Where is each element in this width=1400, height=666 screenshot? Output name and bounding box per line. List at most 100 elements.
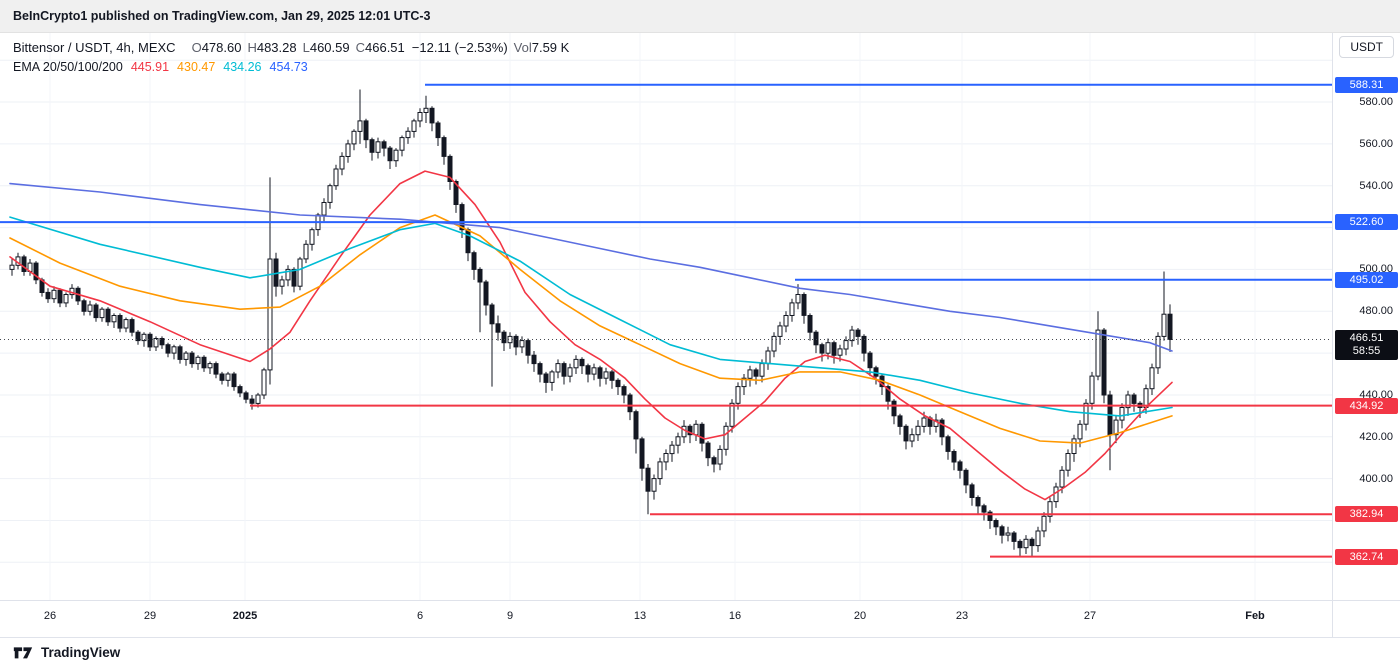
chart-legend: Bittensor / USDT, 4h, MEXC O478.60 H483.28… bbox=[13, 39, 569, 76]
candle-down bbox=[129, 319, 135, 333]
current-price-value: 466.51 bbox=[1349, 332, 1384, 345]
ema200-value: 454.73 bbox=[269, 60, 308, 74]
candle-up bbox=[795, 294, 801, 304]
price-axis-label: 420.00 bbox=[1359, 430, 1393, 443]
candle-up bbox=[285, 268, 291, 281]
candle-up bbox=[771, 335, 777, 352]
candle-down bbox=[585, 365, 591, 375]
candle-up bbox=[111, 315, 117, 323]
candle-up bbox=[909, 434, 915, 442]
candle-down bbox=[753, 369, 759, 377]
candle-down bbox=[807, 315, 813, 333]
candle-up bbox=[1113, 419, 1119, 436]
candle-up bbox=[783, 315, 789, 327]
candle-up bbox=[87, 304, 93, 312]
candle-up bbox=[393, 149, 399, 162]
candle-up bbox=[747, 369, 753, 379]
ema-50-line bbox=[9, 214, 1173, 444]
open-value: 478.60 bbox=[201, 40, 242, 55]
candle-up bbox=[729, 402, 735, 427]
candle-down bbox=[633, 411, 639, 440]
candle-up bbox=[519, 340, 525, 348]
candle-down bbox=[897, 415, 903, 427]
candle-up bbox=[765, 350, 771, 365]
time-axis-label: 29 bbox=[143, 610, 157, 622]
candle-down bbox=[105, 308, 111, 323]
candle-down bbox=[903, 425, 909, 442]
axis-corner bbox=[1332, 600, 1400, 637]
attribution-text: BeInCrypto1 published on TradingView.com… bbox=[13, 9, 431, 23]
candle-down bbox=[621, 386, 627, 396]
candle-down bbox=[525, 340, 531, 356]
price-axis-label: 480.00 bbox=[1359, 305, 1393, 318]
candle-down bbox=[1011, 532, 1017, 542]
close-value: 466.51 bbox=[365, 40, 405, 55]
time-axis-label: 26 bbox=[43, 610, 57, 622]
candle-down bbox=[861, 335, 867, 354]
currency-toggle-button[interactable]: USDT bbox=[1339, 36, 1394, 58]
high-value: 483.28 bbox=[256, 40, 297, 55]
candle-up bbox=[1065, 453, 1071, 471]
ema-indicator-label[interactable]: EMA 20/50/100/200 bbox=[13, 60, 123, 74]
candle-up bbox=[717, 448, 723, 465]
candle-down bbox=[81, 300, 87, 312]
time-axis-label: 13 bbox=[633, 610, 647, 622]
candle-up bbox=[423, 107, 429, 114]
candle-up bbox=[411, 120, 417, 132]
tradingview-logo-icon[interactable] bbox=[12, 641, 34, 663]
candle-up bbox=[567, 367, 573, 377]
candle-up bbox=[603, 371, 609, 379]
candle-down bbox=[471, 252, 477, 270]
candle-down bbox=[531, 354, 537, 365]
candle-down bbox=[537, 363, 543, 375]
candle-up bbox=[1077, 423, 1083, 440]
candle-up bbox=[261, 369, 267, 396]
candle-down bbox=[513, 335, 519, 348]
time-axis-label: 20 bbox=[853, 610, 867, 622]
candle-down bbox=[639, 438, 645, 469]
candle-down bbox=[597, 367, 603, 379]
candle-down bbox=[1167, 313, 1173, 341]
price-level-badge: 382.94 bbox=[1335, 506, 1398, 523]
candle-up bbox=[1161, 313, 1167, 337]
candle-down bbox=[117, 315, 123, 329]
time-axis-label: 2025 bbox=[232, 610, 258, 622]
candle-up bbox=[777, 325, 783, 337]
time-axis-label: Feb bbox=[1245, 610, 1265, 622]
candle-down bbox=[441, 137, 447, 157]
time-axis-label: 16 bbox=[728, 610, 742, 622]
candle-down bbox=[627, 394, 633, 413]
chart-window: Bittensor / USDT, 4h, MEXC O478.60 H483.28… bbox=[0, 33, 1400, 637]
current-price-badge: 466.51 58:55 bbox=[1335, 330, 1398, 361]
candle-down bbox=[489, 304, 495, 325]
candle-down bbox=[819, 344, 825, 354]
candle-down bbox=[291, 268, 297, 287]
symbol-title[interactable]: Bittensor / USDT, 4h, MEXC bbox=[13, 40, 176, 55]
candle-down bbox=[579, 358, 585, 367]
price-axis[interactable]: USDT 580.00 560.00 540.00 500.00 480.00 440.0… bbox=[1332, 33, 1400, 600]
candle-up bbox=[1119, 407, 1125, 421]
ema-100-line bbox=[9, 216, 1173, 417]
candle-up bbox=[837, 348, 843, 356]
candle-down bbox=[369, 139, 375, 153]
candle-up bbox=[675, 436, 681, 446]
candle-up bbox=[1041, 515, 1047, 532]
price-level-badge: 522.60 bbox=[1335, 214, 1398, 231]
candle-down bbox=[231, 373, 237, 388]
candle-down bbox=[1017, 540, 1023, 549]
candle-down bbox=[447, 155, 453, 183]
time-axis[interactable]: 26 29 2025 6 9 13 16 20 23 27 Feb bbox=[0, 600, 1332, 637]
candle-up bbox=[345, 143, 351, 158]
chart-plot[interactable] bbox=[0, 33, 1332, 600]
candle-down bbox=[453, 181, 459, 205]
candle-down bbox=[645, 467, 651, 492]
tradingview-brand[interactable]: TradingView bbox=[41, 644, 121, 660]
ema100-value: 434.26 bbox=[223, 60, 262, 74]
low-label: L bbox=[302, 40, 310, 55]
high-label: H bbox=[247, 40, 257, 55]
change-value: −12.11 (−2.53%) bbox=[411, 40, 508, 55]
candle-down bbox=[867, 352, 873, 369]
price-axis-label: 540.00 bbox=[1359, 179, 1393, 192]
candle-down bbox=[801, 294, 807, 316]
candle-down bbox=[561, 363, 567, 377]
